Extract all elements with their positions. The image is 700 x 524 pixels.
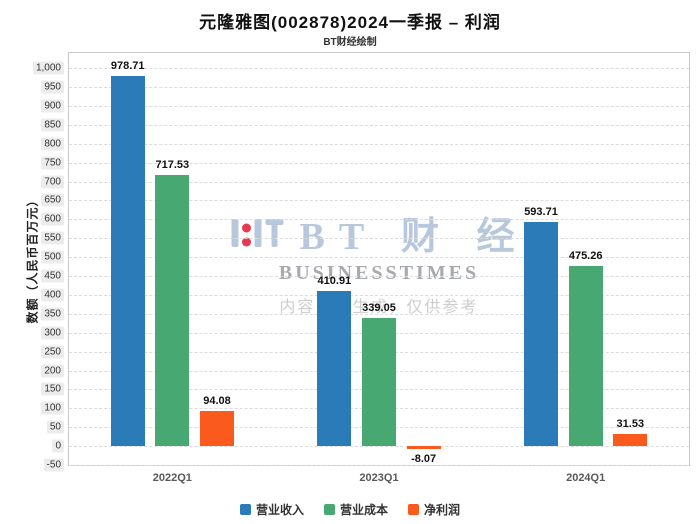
chart-subtitle: BT财经绘制 bbox=[323, 37, 377, 48]
y-tick-label: 250 bbox=[41, 345, 64, 359]
y-tick-label: 450 bbox=[41, 269, 64, 283]
y-tick-label: 400 bbox=[41, 288, 64, 302]
grid-line bbox=[69, 238, 689, 240]
legend-label: 营业成本 bbox=[339, 503, 388, 517]
y-tick-label: 600 bbox=[41, 212, 64, 226]
y-tick-label: 650 bbox=[41, 193, 64, 207]
bt-logo-icon bbox=[231, 218, 284, 247]
y-tick-label: 950 bbox=[41, 80, 64, 94]
y-tick-label: 200 bbox=[41, 364, 64, 377]
bar bbox=[361, 317, 397, 447]
grid-line bbox=[69, 68, 689, 70]
grid-line bbox=[69, 313, 689, 315]
x-tick-label: 2023Q1 bbox=[359, 472, 399, 484]
grid-line bbox=[69, 181, 689, 183]
legend-item: 营业成本 bbox=[323, 501, 388, 518]
grid-line bbox=[69, 276, 689, 277]
legend-item: 营业收入 bbox=[239, 501, 304, 518]
watermark-brand-en: BUSINESSTIMES bbox=[278, 262, 480, 285]
legend-label: 营业收入 bbox=[255, 503, 304, 517]
y-tick-label: 0 bbox=[52, 439, 64, 453]
bar-value-label: -8.07 bbox=[411, 453, 437, 466]
grid-line bbox=[69, 143, 689, 145]
y-tick-label: 150 bbox=[41, 382, 64, 396]
y-tick-label: 550 bbox=[41, 231, 64, 245]
legend-swatch bbox=[408, 504, 419, 515]
y-tick-label: 50 bbox=[46, 420, 64, 434]
y-tick-label: -50 bbox=[43, 458, 64, 472]
grid-line bbox=[69, 446, 689, 448]
bar bbox=[317, 290, 352, 447]
y-tick-label: 800 bbox=[41, 137, 64, 151]
grid-line bbox=[69, 124, 689, 126]
bar bbox=[110, 76, 145, 447]
bar bbox=[568, 266, 603, 447]
bar bbox=[199, 410, 235, 447]
bar-value-label: 978.71 bbox=[110, 60, 145, 73]
y-tick-label: 300 bbox=[41, 326, 64, 340]
chart-title: 元隆雅图(002878)2024一季报 – 利润 bbox=[199, 13, 501, 32]
y-tick-label: 750 bbox=[41, 156, 64, 170]
x-tick-label: 2022Q1 bbox=[152, 472, 192, 484]
y-tick-label: 850 bbox=[41, 118, 64, 132]
bar-value-label: 593.71 bbox=[524, 205, 558, 218]
grid-line bbox=[69, 257, 689, 259]
legend-swatch bbox=[323, 504, 335, 515]
bar-value-label: 717.53 bbox=[155, 158, 190, 171]
legend-swatch bbox=[239, 504, 251, 515]
grid-line bbox=[69, 200, 689, 202]
y-axis-label: 数额（人民币百万元） bbox=[25, 193, 40, 324]
y-tick-label: 500 bbox=[41, 250, 64, 264]
bar-value-label: 410.91 bbox=[317, 274, 352, 287]
y-tick-label: 1,000 bbox=[32, 61, 64, 75]
bar bbox=[613, 434, 648, 447]
watermark: BT 财 经 BUSINESSTIMES 内容由AI生成，仅供参考 bbox=[229, 205, 528, 317]
bar-value-label: 94.08 bbox=[203, 394, 231, 407]
bar bbox=[155, 174, 190, 447]
grid-line bbox=[69, 465, 689, 466]
grid-line bbox=[69, 87, 689, 89]
bar-value-label: 31.53 bbox=[616, 418, 645, 431]
bar bbox=[523, 221, 559, 447]
legend-label: 净利润 bbox=[424, 503, 461, 517]
watermark-brand-cn: BT 财 经 bbox=[299, 216, 529, 259]
x-tick-label: 2024Q1 bbox=[566, 472, 606, 484]
chart-legend: 营业收入 营业成本 净利润 bbox=[0, 501, 700, 518]
y-tick-label: 900 bbox=[41, 99, 64, 113]
legend-item: 净利润 bbox=[408, 501, 460, 518]
bar-value-label: 475.26 bbox=[568, 250, 603, 263]
grid-line bbox=[69, 294, 689, 296]
plot-area: BT 财 经 BUSINESSTIMES 内容由AI生成，仅供参考 -50 0 50… bbox=[32, 52, 690, 484]
bar bbox=[406, 446, 441, 450]
grid-line bbox=[69, 105, 689, 107]
y-tick-label: 700 bbox=[41, 175, 64, 188]
y-tick-label: 350 bbox=[41, 307, 64, 321]
grid-line bbox=[69, 219, 689, 221]
bar-value-label: 339.05 bbox=[362, 301, 396, 314]
grid-line bbox=[69, 162, 689, 164]
y-tick-label: 100 bbox=[41, 401, 64, 415]
